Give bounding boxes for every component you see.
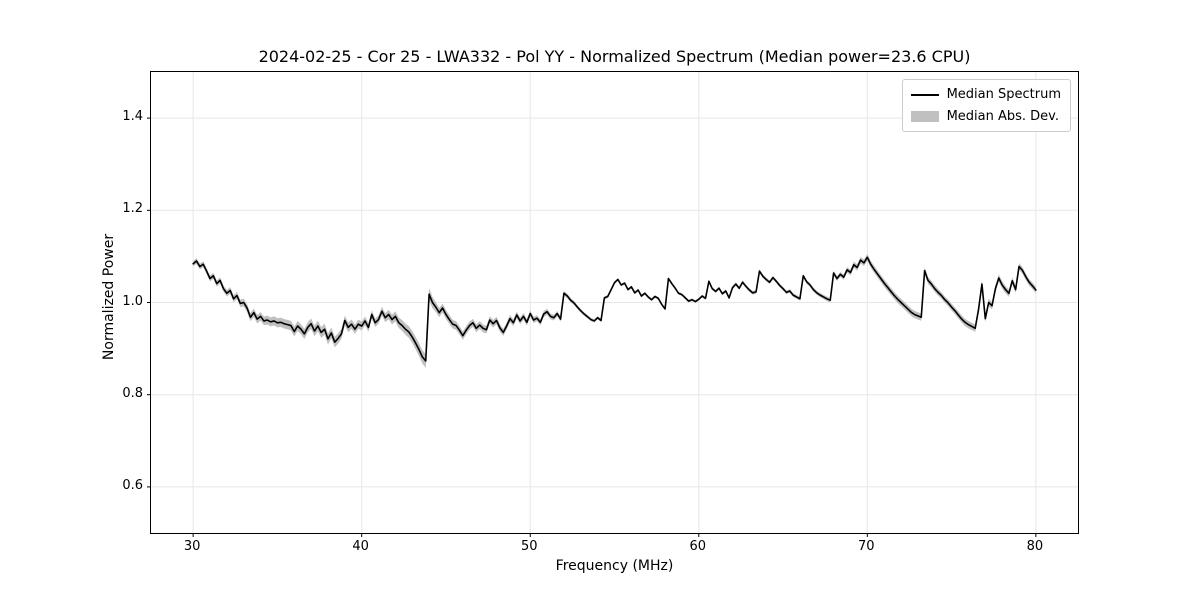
y-tick-label: 1.4 [122, 109, 143, 125]
legend-label-median-abs-dev: Median Abs. Dev. [946, 109, 1060, 124]
plot-svg [147, 72, 1078, 537]
median-spectrum-line [192, 256, 1037, 362]
x-axis-label: Frequency (MHz) [555, 558, 674, 574]
legend-item-median-spectrum: Median Spectrum [910, 87, 1061, 102]
legend-label-median-spectrum: Median Spectrum [946, 87, 1061, 102]
y-tick-label: 1.2 [122, 201, 143, 217]
x-tick-label: 70 [858, 539, 875, 554]
legend: Median Spectrum Median Abs. Dev. [901, 79, 1071, 132]
x-tick-label: 40 [352, 539, 369, 554]
legend-item-median-abs-dev: Median Abs. Dev. [910, 109, 1061, 124]
chart-title: 2024-02-25 - Cor 25 - LWA332 - Pol YY - … [258, 47, 971, 66]
x-tick-label: 50 [520, 539, 538, 554]
legend-patch-swatch [910, 111, 939, 122]
y-tick-label: 1.0 [122, 293, 143, 309]
x-tick-label: 80 [1026, 539, 1044, 554]
plot-area: Median Spectrum Median Abs. Dev. [147, 71, 1079, 537]
y-tick-label: 0.8 [122, 385, 143, 401]
x-tick-label: 30 [183, 539, 201, 554]
x-tick-label: 60 [689, 539, 707, 554]
legend-line-swatch [910, 93, 939, 96]
y-tick-label: 0.6 [122, 477, 143, 493]
